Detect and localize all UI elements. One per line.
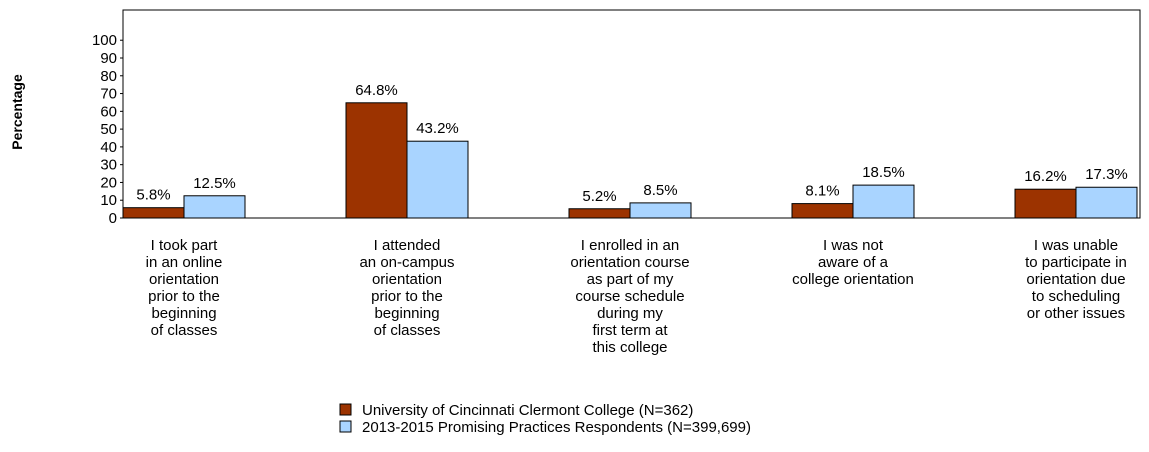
y-tick-label: 80	[100, 68, 117, 85]
value-label: 18.5%	[862, 164, 905, 181]
value-label: 8.5%	[643, 182, 677, 199]
value-label: 5.8%	[136, 187, 170, 204]
bar	[852, 184, 915, 219]
bar	[791, 203, 854, 219]
y-tick-label: 10	[100, 192, 117, 209]
value-label: 12.5%	[193, 175, 236, 192]
bar	[568, 208, 631, 219]
bar	[1014, 188, 1077, 219]
y-tick-label: 100	[92, 32, 117, 49]
y-axis-label: Percentage	[9, 74, 25, 150]
y-tick-label: 30	[100, 157, 117, 174]
value-label: 17.3%	[1085, 166, 1128, 183]
bar	[183, 195, 246, 219]
x-tick-label: I was not aware of a college orientation	[792, 237, 914, 288]
bar	[122, 207, 185, 219]
legend-swatch	[339, 403, 352, 416]
legend-label: University of Cincinnati Clermont Colleg…	[362, 402, 693, 419]
bar	[345, 102, 408, 219]
x-tick-label: I was unable to participate in orientation…	[1025, 237, 1127, 322]
legend-label: 2013-2015 Promising Practices Respondent…	[362, 419, 751, 436]
value-label: 8.1%	[805, 183, 839, 200]
x-tick-label: I attended an on-campus orientation prior t…	[359, 237, 454, 339]
y-tick-label: 60	[100, 103, 117, 120]
bar	[629, 202, 692, 219]
x-tick-label: I enrolled in an orientation course as par…	[570, 237, 689, 356]
bar	[1075, 186, 1138, 219]
value-label: 16.2%	[1024, 168, 1067, 185]
y-tick-label: 40	[100, 139, 117, 156]
legend-swatch	[339, 420, 352, 433]
value-label: 5.2%	[582, 188, 616, 205]
y-tick-label: 50	[100, 121, 117, 138]
value-label: 64.8%	[355, 82, 398, 99]
bar	[406, 140, 469, 219]
x-tick-label: I took part in an online orientation prior …	[146, 237, 223, 339]
y-tick-label: 70	[100, 86, 117, 103]
plot-frame	[122, 9, 1141, 219]
y-tick-label: 20	[100, 174, 117, 191]
y-tick-label: 90	[100, 50, 117, 67]
value-label: 43.2%	[416, 120, 459, 137]
y-tick-label: 0	[109, 210, 117, 227]
